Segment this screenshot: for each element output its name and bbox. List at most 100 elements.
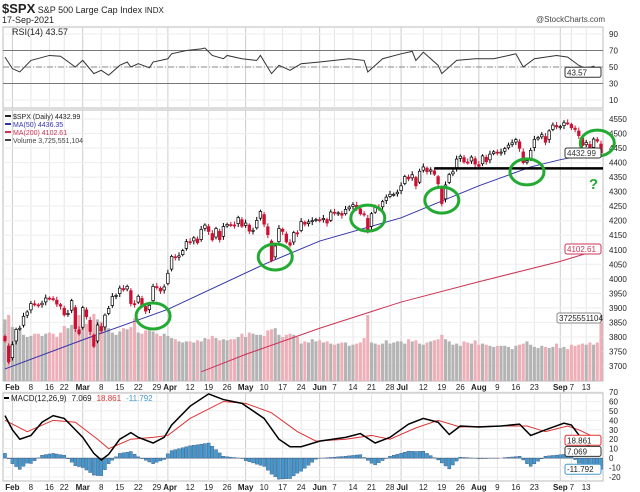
- candle: [173, 256, 177, 259]
- candle: [55, 299, 59, 305]
- candle: [177, 255, 181, 258]
- volume-bar: [14, 331, 18, 381]
- candle: [514, 139, 518, 143]
- price-y-tick: 4300: [609, 188, 627, 197]
- candle: [466, 161, 470, 164]
- x-tick-label: 16: [511, 483, 520, 492]
- histogram-bar: [506, 457, 511, 459]
- candle: [262, 214, 266, 225]
- volume-bar: [384, 340, 388, 381]
- candle: [258, 211, 263, 219]
- histogram-bar: [410, 451, 414, 459]
- rsi-line: [4, 47, 602, 76]
- candle: [69, 300, 74, 311]
- histogram-bar: [266, 457, 270, 471]
- x-tick-label: 26: [223, 483, 232, 492]
- x-tick-label: Apr: [163, 483, 177, 492]
- candle: [506, 144, 511, 149]
- candle: [362, 213, 366, 216]
- volume-bar: [170, 338, 174, 381]
- volume-bar: [295, 337, 299, 381]
- index-name: S&P 500 Large Cap Index: [37, 5, 143, 15]
- ma200-line: [201, 248, 602, 373]
- x-tick-label: 14: [349, 383, 358, 392]
- histogram-bar: [166, 453, 170, 459]
- x-tick-label: 19: [204, 383, 213, 392]
- exchange: INDX: [144, 6, 164, 15]
- volume-bar: [577, 344, 581, 381]
- candle: [477, 164, 481, 167]
- volume-bar: [388, 343, 392, 381]
- candle: [310, 220, 314, 223]
- candle: [536, 137, 540, 140]
- histogram-bar: [92, 457, 96, 476]
- histogram-bar: [44, 454, 48, 459]
- candle: [40, 302, 44, 306]
- candle: [3, 336, 7, 342]
- candle: [273, 245, 277, 258]
- macd-legend-value: 7.069: [72, 394, 93, 403]
- candle: [88, 319, 92, 332]
- volume-bar: [158, 335, 163, 381]
- candle: [443, 184, 448, 200]
- histogram-bar: [447, 457, 451, 470]
- volume-bar: [418, 343, 422, 381]
- candle: [351, 204, 355, 207]
- volume-bar: [307, 342, 311, 381]
- histogram-bar: [521, 457, 525, 461]
- histogram-bar: [436, 457, 440, 461]
- x-tick-label: May: [238, 483, 254, 492]
- candle: [529, 150, 533, 159]
- volume-bar: [566, 349, 570, 381]
- volume-bar: [432, 340, 436, 381]
- histogram-bar: [258, 457, 263, 466]
- volume-bar: [499, 345, 503, 381]
- volume-bar: [321, 342, 325, 381]
- candle: [51, 298, 55, 301]
- candle: [218, 230, 222, 240]
- volume-bar: [110, 332, 114, 381]
- candle: [429, 169, 433, 172]
- rsi-legend: RSI(14) 43.57: [12, 27, 68, 37]
- volume-bar: [344, 342, 348, 381]
- ma200-legend: MA(200) 4102.61: [13, 130, 67, 137]
- volume-bar: [414, 340, 418, 381]
- volume-bar: [107, 328, 111, 381]
- price-y-tick: 4250: [609, 202, 627, 211]
- volume-bar: [488, 345, 492, 381]
- x-tick-label: 16: [45, 383, 54, 392]
- volume-bar: [366, 315, 370, 381]
- histogram-bar: [136, 456, 140, 459]
- rsi-y-tick: 30: [609, 80, 618, 89]
- histogram-bar: [10, 457, 15, 464]
- volume-bar: [543, 346, 548, 381]
- candle: [255, 220, 259, 229]
- volume-legend: Volume 3,725,551,104: [13, 138, 83, 145]
- candle: [92, 334, 96, 347]
- volume-value-label: 3725551104: [559, 314, 603, 323]
- candle: [47, 297, 52, 300]
- candle: [388, 193, 392, 197]
- candle: [558, 126, 562, 128]
- histogram-legend-value: -11.792: [126, 394, 153, 403]
- candle: [36, 304, 40, 307]
- histogram-bar: [329, 457, 333, 459]
- candle: [99, 326, 103, 332]
- histogram-bar: [332, 456, 337, 459]
- histogram-bar: [517, 456, 522, 459]
- candle: [103, 314, 107, 328]
- volume-bar: [529, 344, 533, 381]
- histogram-bar: [377, 457, 381, 463]
- volume-bar: [277, 334, 281, 381]
- histogram-bar: [314, 457, 318, 460]
- candle: [425, 167, 429, 172]
- x-tick-label: Sep: [553, 483, 568, 492]
- candle: [181, 250, 185, 255]
- candle: [340, 213, 344, 216]
- candle: [421, 166, 425, 171]
- volume-bar: [214, 338, 218, 381]
- rsi-y-tick: 90: [609, 30, 618, 39]
- histogram-bar: [221, 456, 226, 459]
- volume-bar: [21, 334, 26, 381]
- price-y-tick: 3850: [609, 318, 627, 327]
